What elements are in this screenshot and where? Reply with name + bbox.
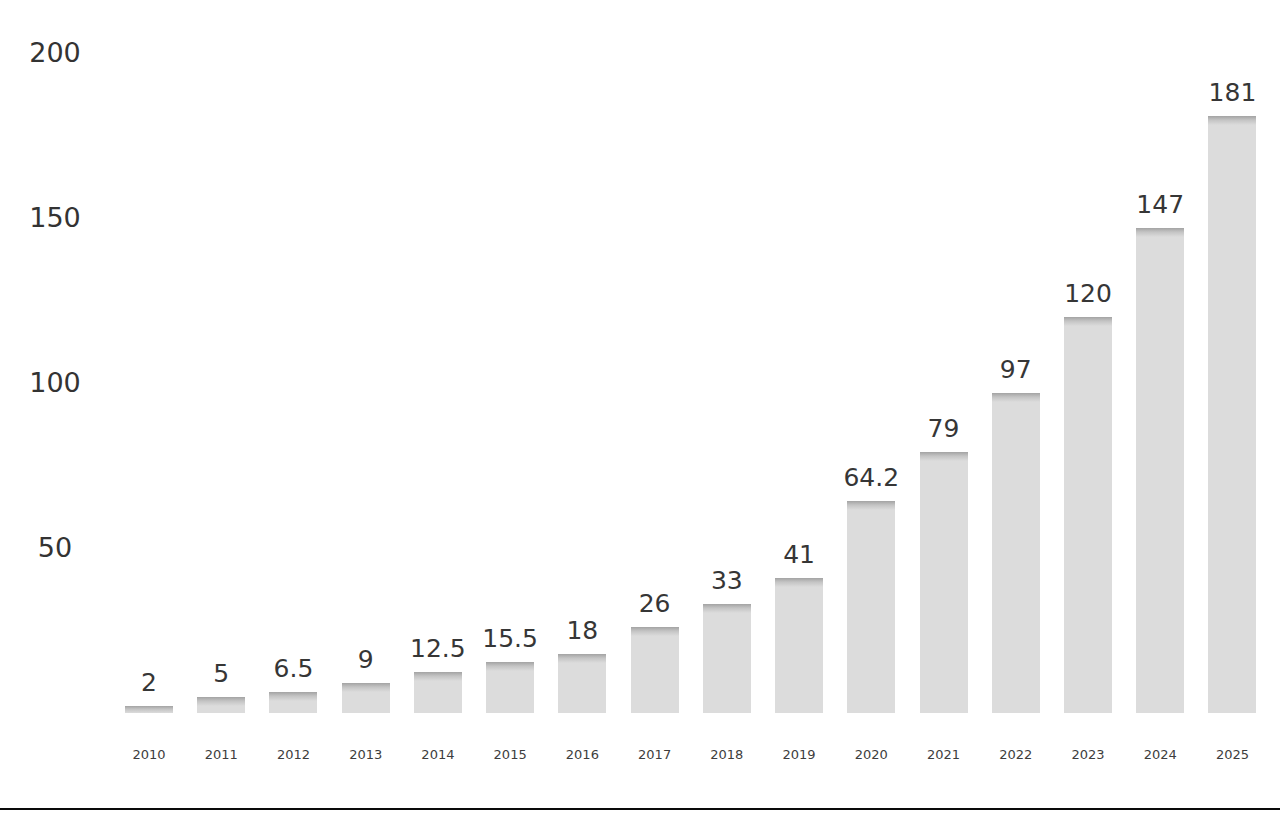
- bar-top-shade: [269, 692, 317, 701]
- bar-top-shade: [703, 604, 751, 613]
- bar-value-label: 181: [1162, 78, 1280, 108]
- bar-top-shade: [631, 627, 679, 636]
- bar-2019: [775, 578, 823, 713]
- bar-top-shade: [558, 654, 606, 663]
- y-axis-tick-label: 150: [0, 203, 110, 233]
- y-axis-tick-label: 200: [0, 38, 110, 68]
- bar-2011: [197, 697, 245, 714]
- bar-top-shade: [486, 662, 534, 671]
- bar-2020: [847, 501, 895, 713]
- bar-top-shade: [992, 393, 1040, 402]
- bar-top-shade: [1208, 116, 1256, 125]
- bar-top-shade: [847, 501, 895, 510]
- bar-top-shade: [125, 706, 173, 713]
- bar-2025: [1208, 116, 1256, 713]
- bottom-divider: [0, 808, 1280, 810]
- bar-2017: [631, 627, 679, 713]
- y-axis-tick-label: 50: [0, 533, 110, 563]
- bar-top-shade: [342, 683, 390, 692]
- bar-2018: [703, 604, 751, 713]
- bar-2023: [1064, 317, 1112, 713]
- bar-2013: [342, 683, 390, 713]
- bar-2016: [558, 654, 606, 713]
- bar-2012: [269, 692, 317, 713]
- bar-top-shade: [414, 672, 462, 681]
- x-axis-category-label: 2025: [1162, 745, 1280, 765]
- bar-top-shade: [1064, 317, 1112, 326]
- bar-2022: [992, 393, 1040, 713]
- bar-2010: [125, 706, 173, 713]
- bar-2014: [414, 672, 462, 713]
- y-axis-tick-label: 100: [0, 368, 110, 398]
- bar-top-shade: [920, 452, 968, 461]
- bar-chart: 50100150200 22010520116.520129201312.520…: [0, 0, 1280, 815]
- bar-2015: [486, 662, 534, 713]
- bar-top-shade: [775, 578, 823, 587]
- bar-2024: [1136, 228, 1184, 713]
- bar-2021: [920, 452, 968, 713]
- bar-top-shade: [1136, 228, 1184, 237]
- bar-top-shade: [197, 697, 245, 706]
